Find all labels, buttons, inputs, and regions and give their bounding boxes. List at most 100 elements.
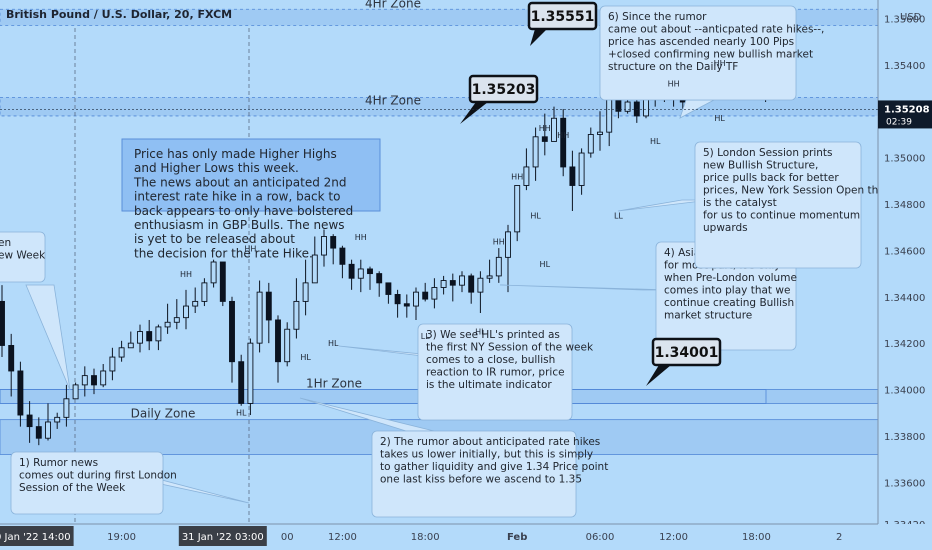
note-line: 1) Rumor news: [19, 457, 98, 469]
note-line: to gather liquidity and give 1.34 Price …: [380, 461, 608, 473]
structure-marker: HH: [539, 124, 551, 133]
candle-body: [330, 236, 337, 249]
note-line: structure on the Daily TF: [608, 61, 738, 73]
candle-body: [403, 303, 410, 307]
structure-marker: HH: [180, 270, 192, 279]
candle-body: [357, 268, 364, 279]
candle-body: [523, 166, 530, 186]
note-line: interest rate hike in a row, back to: [134, 190, 340, 204]
structure-marker: HH: [714, 59, 726, 68]
note-line: enthusiasm in GBP Bulls. The news: [134, 218, 345, 232]
candle-body: [256, 291, 263, 344]
candle-body: [265, 291, 272, 321]
note-line: market structure: [664, 310, 752, 322]
candle-body: [146, 331, 153, 342]
candle-body: [348, 263, 355, 279]
candle-body: [578, 152, 585, 186]
candle-body: [532, 136, 539, 168]
price-tick-label: 1.34600: [884, 246, 925, 257]
note-line: takes us lower initially, but this is si…: [380, 449, 593, 461]
candle-body: [606, 96, 613, 133]
time-tick-label: 30 Jan '22 14:00: [0, 532, 71, 543]
price-tag-box: [468, 74, 539, 104]
candle-body: [192, 300, 199, 307]
note-line: comes to a close, bullish: [426, 354, 555, 366]
last-price-label: 1.35208: [884, 104, 930, 115]
candle-body: [385, 282, 392, 295]
zone-label: 4Hr Zone: [365, 0, 421, 10]
time-highlight-badge: [178, 526, 267, 546]
candle-body: [26, 414, 33, 428]
structure-marker: HL: [328, 339, 339, 348]
note-line: price has ascended nearly 100 Pips: [608, 36, 794, 48]
structure-marker: HH: [493, 237, 505, 246]
note-line: Session of the Week: [19, 482, 126, 494]
note-line: came out about --anticpated rate hikes--…: [608, 24, 824, 36]
candle-body: [35, 426, 42, 439]
structure-marker: HL: [650, 137, 661, 146]
candle-body: [127, 342, 134, 349]
note-line: back appears to only have bolstered: [134, 204, 353, 218]
price-tag-label: 1.34001: [655, 345, 719, 361]
time-scale-bg: [0, 524, 932, 550]
note-line: one last kiss before we ascend to 1.35: [380, 474, 582, 486]
time-highlight-badge: [0, 526, 74, 546]
candle-body: [210, 261, 217, 284]
price-tag-pointer: [460, 102, 488, 124]
highlight-box: [121, 138, 381, 212]
candle-body: [459, 275, 465, 286]
note-line: 6) Since the rumor: [608, 11, 707, 23]
candle-body: [367, 268, 373, 275]
candle-body: [551, 117, 557, 142]
markers-layer: HH HH HL HL HL HH LL HL HH HL HH HL HH HH LL HL HH HH HL: [180, 59, 726, 418]
candle-body: [587, 134, 594, 154]
candle-body: [321, 236, 327, 256]
price-tick-label: 1.34400: [884, 293, 925, 304]
note-line: comes out during first London: [19, 470, 177, 482]
price-tick-label: 1.33600: [884, 478, 925, 489]
structure-marker: HL: [530, 211, 541, 220]
structure-marker: HL: [540, 260, 551, 269]
zone-outline: [0, 389, 767, 404]
note-line: upwards: [703, 222, 748, 234]
candle-body: [514, 185, 521, 233]
candle-body: [468, 275, 475, 293]
time-tick-label: 18:00: [742, 532, 771, 543]
structure-marker: HH: [355, 233, 367, 242]
candle-body: [560, 117, 567, 168]
grid-layer: [74, 28, 250, 524]
time-tick-label: 06:00: [586, 532, 615, 543]
structure-marker: HL: [714, 114, 725, 123]
candle-body: [440, 280, 447, 288]
candle-body: [247, 342, 254, 404]
structure-marker: HH: [511, 172, 523, 181]
note-line: when Pre-London volume: [664, 272, 797, 284]
candle-body: [137, 331, 143, 344]
candle-body: [0, 300, 5, 346]
note-box: [0, 231, 46, 283]
note-line: prices, New York Session Open then: [703, 185, 891, 197]
candle-body: [505, 231, 511, 258]
price-tick-label: 1.34000: [884, 386, 925, 397]
candle-body: [8, 345, 15, 372]
note-line: new Bullish Structure,: [703, 160, 818, 172]
note-box: [10, 451, 164, 515]
price-tag-label: 1.35551: [531, 9, 595, 25]
price-tags-layer: 1.35551 1.35203 1.34001: [460, 1, 722, 386]
candle-body: [81, 375, 88, 386]
note-line: en: [0, 237, 11, 249]
candle-body: [431, 287, 438, 300]
note-line: Price has only made Higher Highs: [134, 147, 337, 161]
note-line: price pulls back for better: [703, 172, 839, 184]
candle-body: [275, 319, 281, 363]
structure-marker: HH: [557, 131, 569, 140]
note-line: comes into play that we: [664, 285, 790, 297]
structure-marker: LL: [614, 211, 623, 220]
candle-body: [477, 277, 484, 293]
zone-label: Daily Zone: [131, 407, 196, 421]
note-line: The news about an anticipated 2nd: [133, 175, 347, 189]
